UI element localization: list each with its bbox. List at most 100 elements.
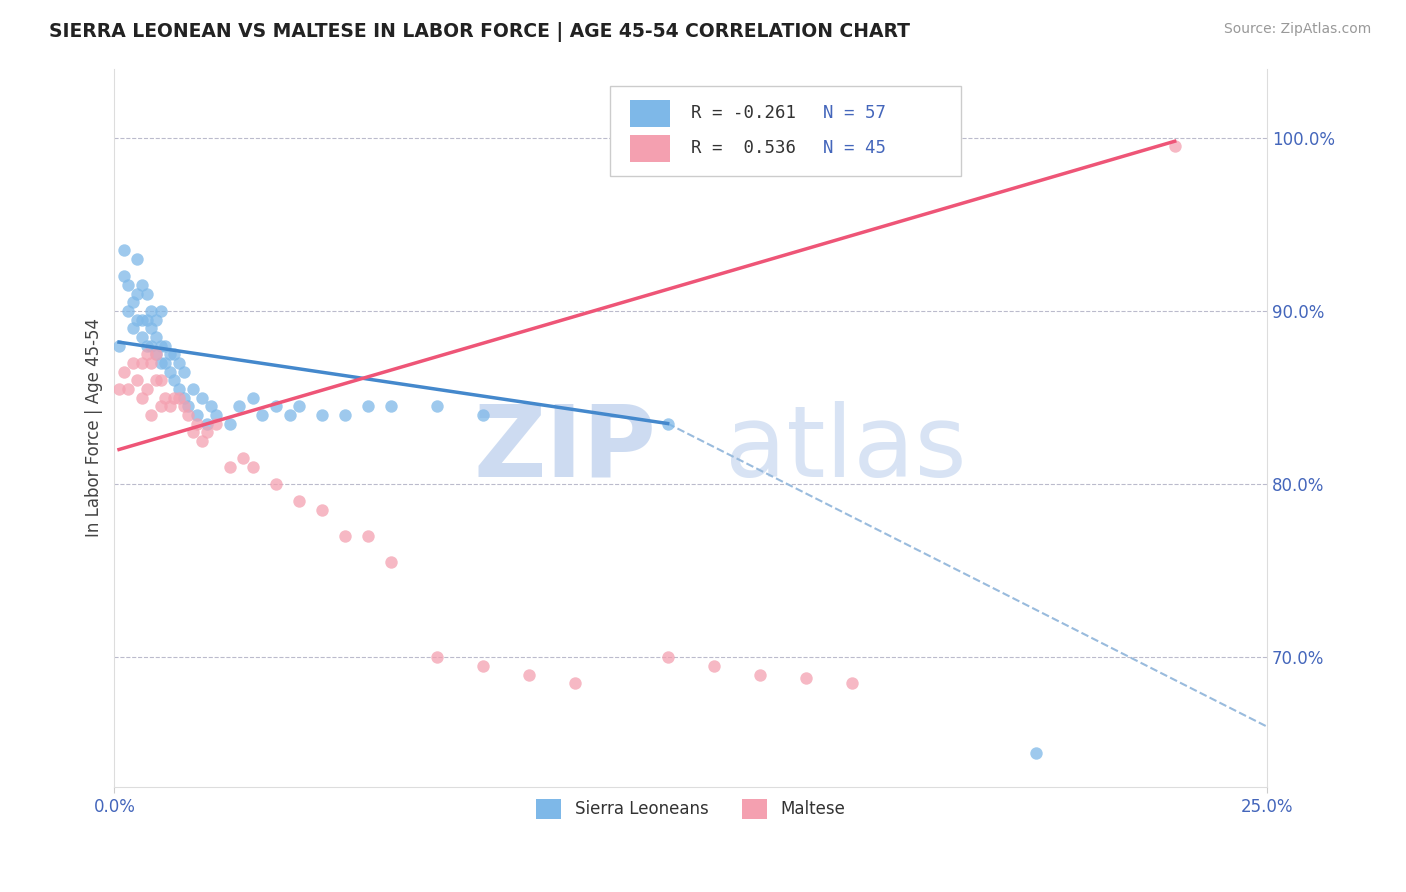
Point [177, 399, 200, 413]
Point [177, 408, 200, 422]
Point [163, 373, 186, 387]
Text: SIERRA LEONEAN VS MALTESE IN LABOR FORCE | AGE 45-54 CORRELATION CHART: SIERRA LEONEAN VS MALTESE IN LABOR FORCE… [49, 22, 910, 42]
Point [141, 304, 163, 318]
Point [112, 365, 135, 379]
Point [242, 459, 264, 474]
Legend: Sierra Leoneans, Maltese: Sierra Leoneans, Maltese [530, 792, 852, 826]
Point [159, 347, 181, 361]
FancyBboxPatch shape [610, 87, 962, 177]
Point [131, 277, 153, 292]
Point [426, 399, 449, 413]
Point [205, 417, 228, 431]
Point [191, 434, 214, 448]
Point [564, 676, 586, 690]
Point [200, 399, 222, 413]
Point [288, 494, 311, 508]
Point [380, 399, 402, 413]
Text: ZIP: ZIP [474, 401, 657, 498]
Point [380, 555, 402, 569]
Point [333, 529, 356, 543]
Point [127, 312, 149, 326]
Point [472, 659, 495, 673]
Point [117, 277, 139, 292]
Point [149, 373, 172, 387]
Point [131, 312, 153, 326]
Point [794, 671, 817, 685]
Point [173, 391, 195, 405]
Point [232, 451, 254, 466]
Point [135, 286, 157, 301]
Text: Source: ZipAtlas.com: Source: ZipAtlas.com [1223, 22, 1371, 37]
Point [145, 373, 167, 387]
Point [127, 252, 149, 266]
Point [121, 356, 143, 370]
Point [748, 667, 770, 681]
Point [205, 408, 228, 422]
Point [311, 408, 333, 422]
Point [242, 391, 264, 405]
Point [145, 347, 167, 361]
Point [703, 659, 725, 673]
Point [186, 417, 208, 431]
Point [218, 459, 240, 474]
Point [135, 347, 157, 361]
Point [153, 391, 176, 405]
Point [135, 338, 157, 352]
Point [145, 347, 167, 361]
Point [195, 425, 218, 439]
Text: atlas: atlas [725, 401, 967, 498]
Point [117, 304, 139, 318]
Point [131, 330, 153, 344]
Point [121, 295, 143, 310]
Point [149, 399, 172, 413]
Point [149, 356, 172, 370]
Point [108, 382, 131, 396]
Point [159, 365, 181, 379]
Point [149, 304, 172, 318]
Point [472, 408, 495, 422]
Point [141, 356, 163, 370]
Point [311, 503, 333, 517]
Point [278, 408, 301, 422]
Point [264, 477, 287, 491]
FancyBboxPatch shape [630, 135, 669, 162]
Point [141, 321, 163, 335]
Point [228, 399, 250, 413]
Point [145, 330, 167, 344]
Text: R = -0.261: R = -0.261 [690, 104, 796, 122]
Point [141, 338, 163, 352]
Point [131, 391, 153, 405]
Point [167, 382, 190, 396]
Point [121, 321, 143, 335]
Point [167, 391, 190, 405]
Point [181, 425, 204, 439]
Point [163, 391, 186, 405]
Point [173, 365, 195, 379]
Text: N = 57: N = 57 [823, 104, 886, 122]
Point [841, 676, 863, 690]
Point [195, 417, 218, 431]
Point [517, 667, 540, 681]
Point [167, 356, 190, 370]
Point [131, 356, 153, 370]
Point [1025, 746, 1047, 760]
Point [250, 408, 273, 422]
Point [426, 650, 449, 665]
Point [657, 650, 679, 665]
Point [186, 408, 208, 422]
Point [264, 399, 287, 413]
Point [108, 338, 131, 352]
Point [191, 391, 214, 405]
Point [127, 373, 149, 387]
Point [141, 408, 163, 422]
Point [153, 338, 176, 352]
Point [149, 338, 172, 352]
Text: N = 45: N = 45 [823, 138, 886, 157]
Point [657, 417, 679, 431]
Point [153, 356, 176, 370]
Point [181, 382, 204, 396]
Point [333, 408, 356, 422]
Point [112, 269, 135, 284]
Point [357, 399, 380, 413]
Point [135, 312, 157, 326]
